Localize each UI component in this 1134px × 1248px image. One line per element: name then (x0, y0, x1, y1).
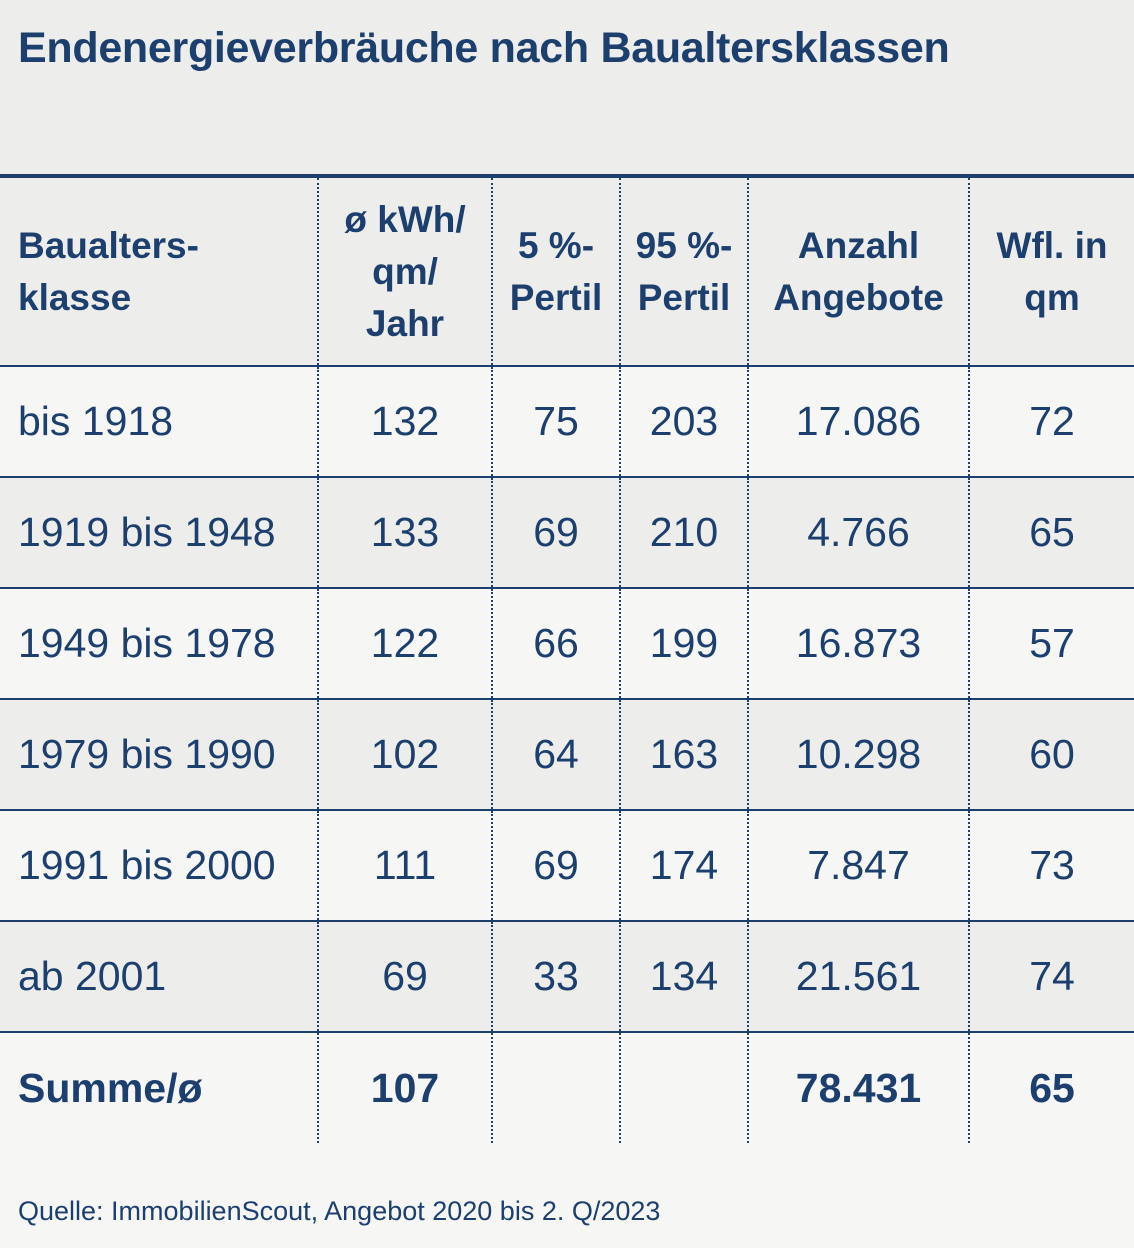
header-line: Pertil (509, 276, 603, 318)
table-cell: 1919 bis 1948 (0, 477, 318, 589)
table-cell: 72 (968, 366, 1134, 478)
header-line: Anzahl (797, 224, 920, 266)
header-line: qm (1024, 276, 1080, 318)
table-cell: 73 (968, 810, 1134, 922)
table-cell: 102 (317, 699, 492, 811)
table-cell: 203 (619, 366, 748, 478)
table-cell: 7.847 (747, 810, 969, 922)
table-cell: 21.561 (747, 921, 969, 1033)
table-cell: 133 (317, 477, 492, 589)
table-cell: 199 (619, 588, 748, 700)
data-table: Baualters- klasse ø kWh/ qm/ Jahr 5 %- P… (0, 174, 1134, 1143)
table-cell: 64 (491, 699, 620, 811)
table-cell: 33 (491, 921, 620, 1033)
header-line: ø kWh/ (344, 198, 466, 240)
header-line: 95 %- (635, 224, 733, 266)
table-row: 1919 bis 1948 133 69 210 4.766 65 (0, 477, 1134, 589)
total-cell: 78.431 (747, 1032, 969, 1143)
table-cell: 1949 bis 1978 (0, 588, 318, 700)
table-cell: 60 (968, 699, 1134, 811)
table-cell: 69 (491, 477, 620, 589)
total-cell: Summe/ø (18, 1064, 203, 1111)
table-cell: 66 (491, 588, 620, 700)
header-line: Angebote (773, 276, 944, 318)
total-cell (619, 1032, 748, 1143)
table-cell: 132 (317, 366, 492, 478)
table-row: ab 2001 69 33 134 21.561 74 (0, 921, 1134, 1033)
table-cell: 134 (619, 921, 748, 1033)
total-cell: 65 (968, 1032, 1134, 1143)
table-cell: bis 1918 (0, 366, 318, 478)
table-row: 1991 bis 2000 111 69 174 7.847 73 (0, 810, 1134, 922)
table-cell: 163 (619, 699, 748, 811)
header-line: Pertil (637, 276, 731, 318)
total-row: Summe/ø 107 78.431 65 (0, 1032, 1134, 1143)
table-cell: 1991 bis 2000 (0, 810, 318, 922)
header-line: Jahr (365, 302, 445, 344)
table-cell: 74 (968, 921, 1134, 1033)
header-line: qm/ (372, 250, 438, 292)
table-cell: 111 (317, 810, 492, 922)
header-line: klasse (18, 276, 132, 318)
total-cell (491, 1032, 620, 1143)
table-cell: 210 (619, 477, 748, 589)
table-cell: 17.086 (747, 366, 969, 478)
table-cell: 57 (968, 588, 1134, 700)
table-row: bis 1918 132 75 203 17.086 72 (0, 366, 1134, 478)
header-band (0, 0, 1134, 174)
table-cell: 4.766 (747, 477, 969, 589)
table-row: 1979 bis 1990 102 64 163 10.298 60 (0, 699, 1134, 811)
table-cell: 1979 bis 1990 (0, 699, 318, 811)
total-cell: 107 (317, 1032, 492, 1143)
table-cell: 69 (317, 921, 492, 1033)
table-cell: ab 2001 (0, 921, 318, 1033)
header-line: Wfl. in (996, 224, 1108, 266)
table-cell: 69 (491, 810, 620, 922)
header-line: 5 %- (517, 224, 595, 266)
header-row: Baualters- klasse ø kWh/ qm/ Jahr 5 %- P… (0, 174, 1134, 367)
header-line: Baualters- (18, 224, 199, 266)
source-note: Quelle: ImmobilienScout, Angebot 2020 bi… (18, 1196, 661, 1226)
table-row: 1949 bis 1978 122 66 199 16.873 57 (0, 588, 1134, 700)
column-header-95-pertil: 95 %- Pertil (619, 174, 748, 367)
table-cell: 174 (619, 810, 748, 922)
column-header-anzahl-angebote: Anzahl Angebote (747, 174, 969, 367)
chart-title: Endenergieverbräuche nach Baualtersklass… (18, 24, 950, 72)
table-cell: 122 (317, 588, 492, 700)
column-header-5-pertil: 5 %- Pertil (491, 174, 620, 367)
column-header-wohnflaeche: Wfl. in qm (968, 174, 1134, 367)
column-header-baualtersklasse: Baualters- klasse (0, 174, 318, 367)
column-header-kwh: ø kWh/ qm/ Jahr (317, 174, 492, 367)
table-cell: 65 (968, 477, 1134, 589)
table-cell: 75 (491, 366, 620, 478)
table-cell: 16.873 (747, 588, 969, 700)
table-cell: 10.298 (747, 699, 969, 811)
